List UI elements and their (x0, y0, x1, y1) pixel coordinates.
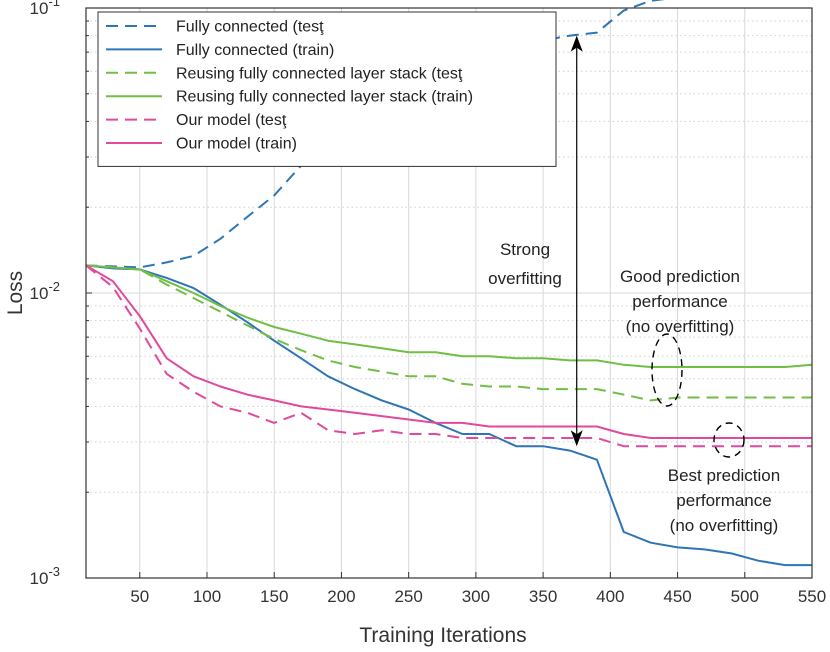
series-line-4 (85, 264, 813, 368)
legend-entry-5: Our model (tesţ (176, 112, 287, 129)
annotation-strong-line: Strong (500, 240, 550, 259)
legend-entry-2: Fully connected (train) (176, 42, 334, 59)
overfitting-arrow-head-bottom (570, 430, 583, 447)
x-tick-label: 550 (798, 587, 826, 606)
axes: 50 100 150 200 250 300 350 400 450 500 550 10-3 10-2… (30, 0, 827, 606)
x-tick-label: 450 (663, 587, 691, 606)
series-line-2 (85, 264, 812, 567)
annotation-best-line: (no overfitting) (670, 516, 779, 535)
series-line-5 (85, 264, 812, 448)
x-tick-label: 50 (130, 587, 149, 606)
x-tick-label: 150 (260, 587, 288, 606)
legend: Fully connected (tesţ Fully connected (tr… (97, 11, 557, 167)
x-tick-label: 200 (327, 587, 355, 606)
series-line-3 (85, 264, 812, 402)
good-performance-ellipse (651, 333, 683, 407)
annotations: Strong overfitting Good prediction performa… (488, 35, 780, 535)
annotation-best-line: performance (676, 491, 771, 510)
x-axis-label: Training Iterations (359, 624, 526, 647)
legend-entry-6: Our model (train) (176, 136, 297, 153)
series-line-6 (85, 264, 812, 439)
annotation-good-line: (no overfitting) (626, 317, 735, 336)
legend-box (97, 11, 557, 167)
y-tick-label: 10-3 (30, 564, 60, 588)
legend-entry-1: Fully connected (tesţ (176, 19, 324, 36)
x-tick-label: 500 (731, 587, 759, 606)
overfitting-arrow-head-top (570, 35, 583, 52)
annotation-good-line: performance (632, 292, 727, 311)
y-tick-label: 10-1 (30, 0, 60, 18)
annotation-best-line: Best prediction (668, 466, 780, 485)
annotation-good-line: Good prediction (620, 267, 740, 286)
x-tick-label: 300 (462, 587, 490, 606)
x-tick-label: 350 (529, 587, 557, 606)
x-tick-label: 250 (394, 587, 422, 606)
x-tick-label: 100 (193, 587, 221, 606)
legend-entry-3: Reusing fully connected layer stack (tes… (176, 65, 463, 82)
y-tick-label: 10-2 (30, 279, 60, 303)
annotation-strong-line: overfitting (488, 269, 562, 288)
legend-entry-4: Reusing fully connected layer stack (tra… (176, 89, 473, 106)
x-tick-label: 400 (596, 587, 624, 606)
best-performance-ellipse (713, 422, 745, 458)
y-axis-label: Loss (4, 271, 27, 315)
